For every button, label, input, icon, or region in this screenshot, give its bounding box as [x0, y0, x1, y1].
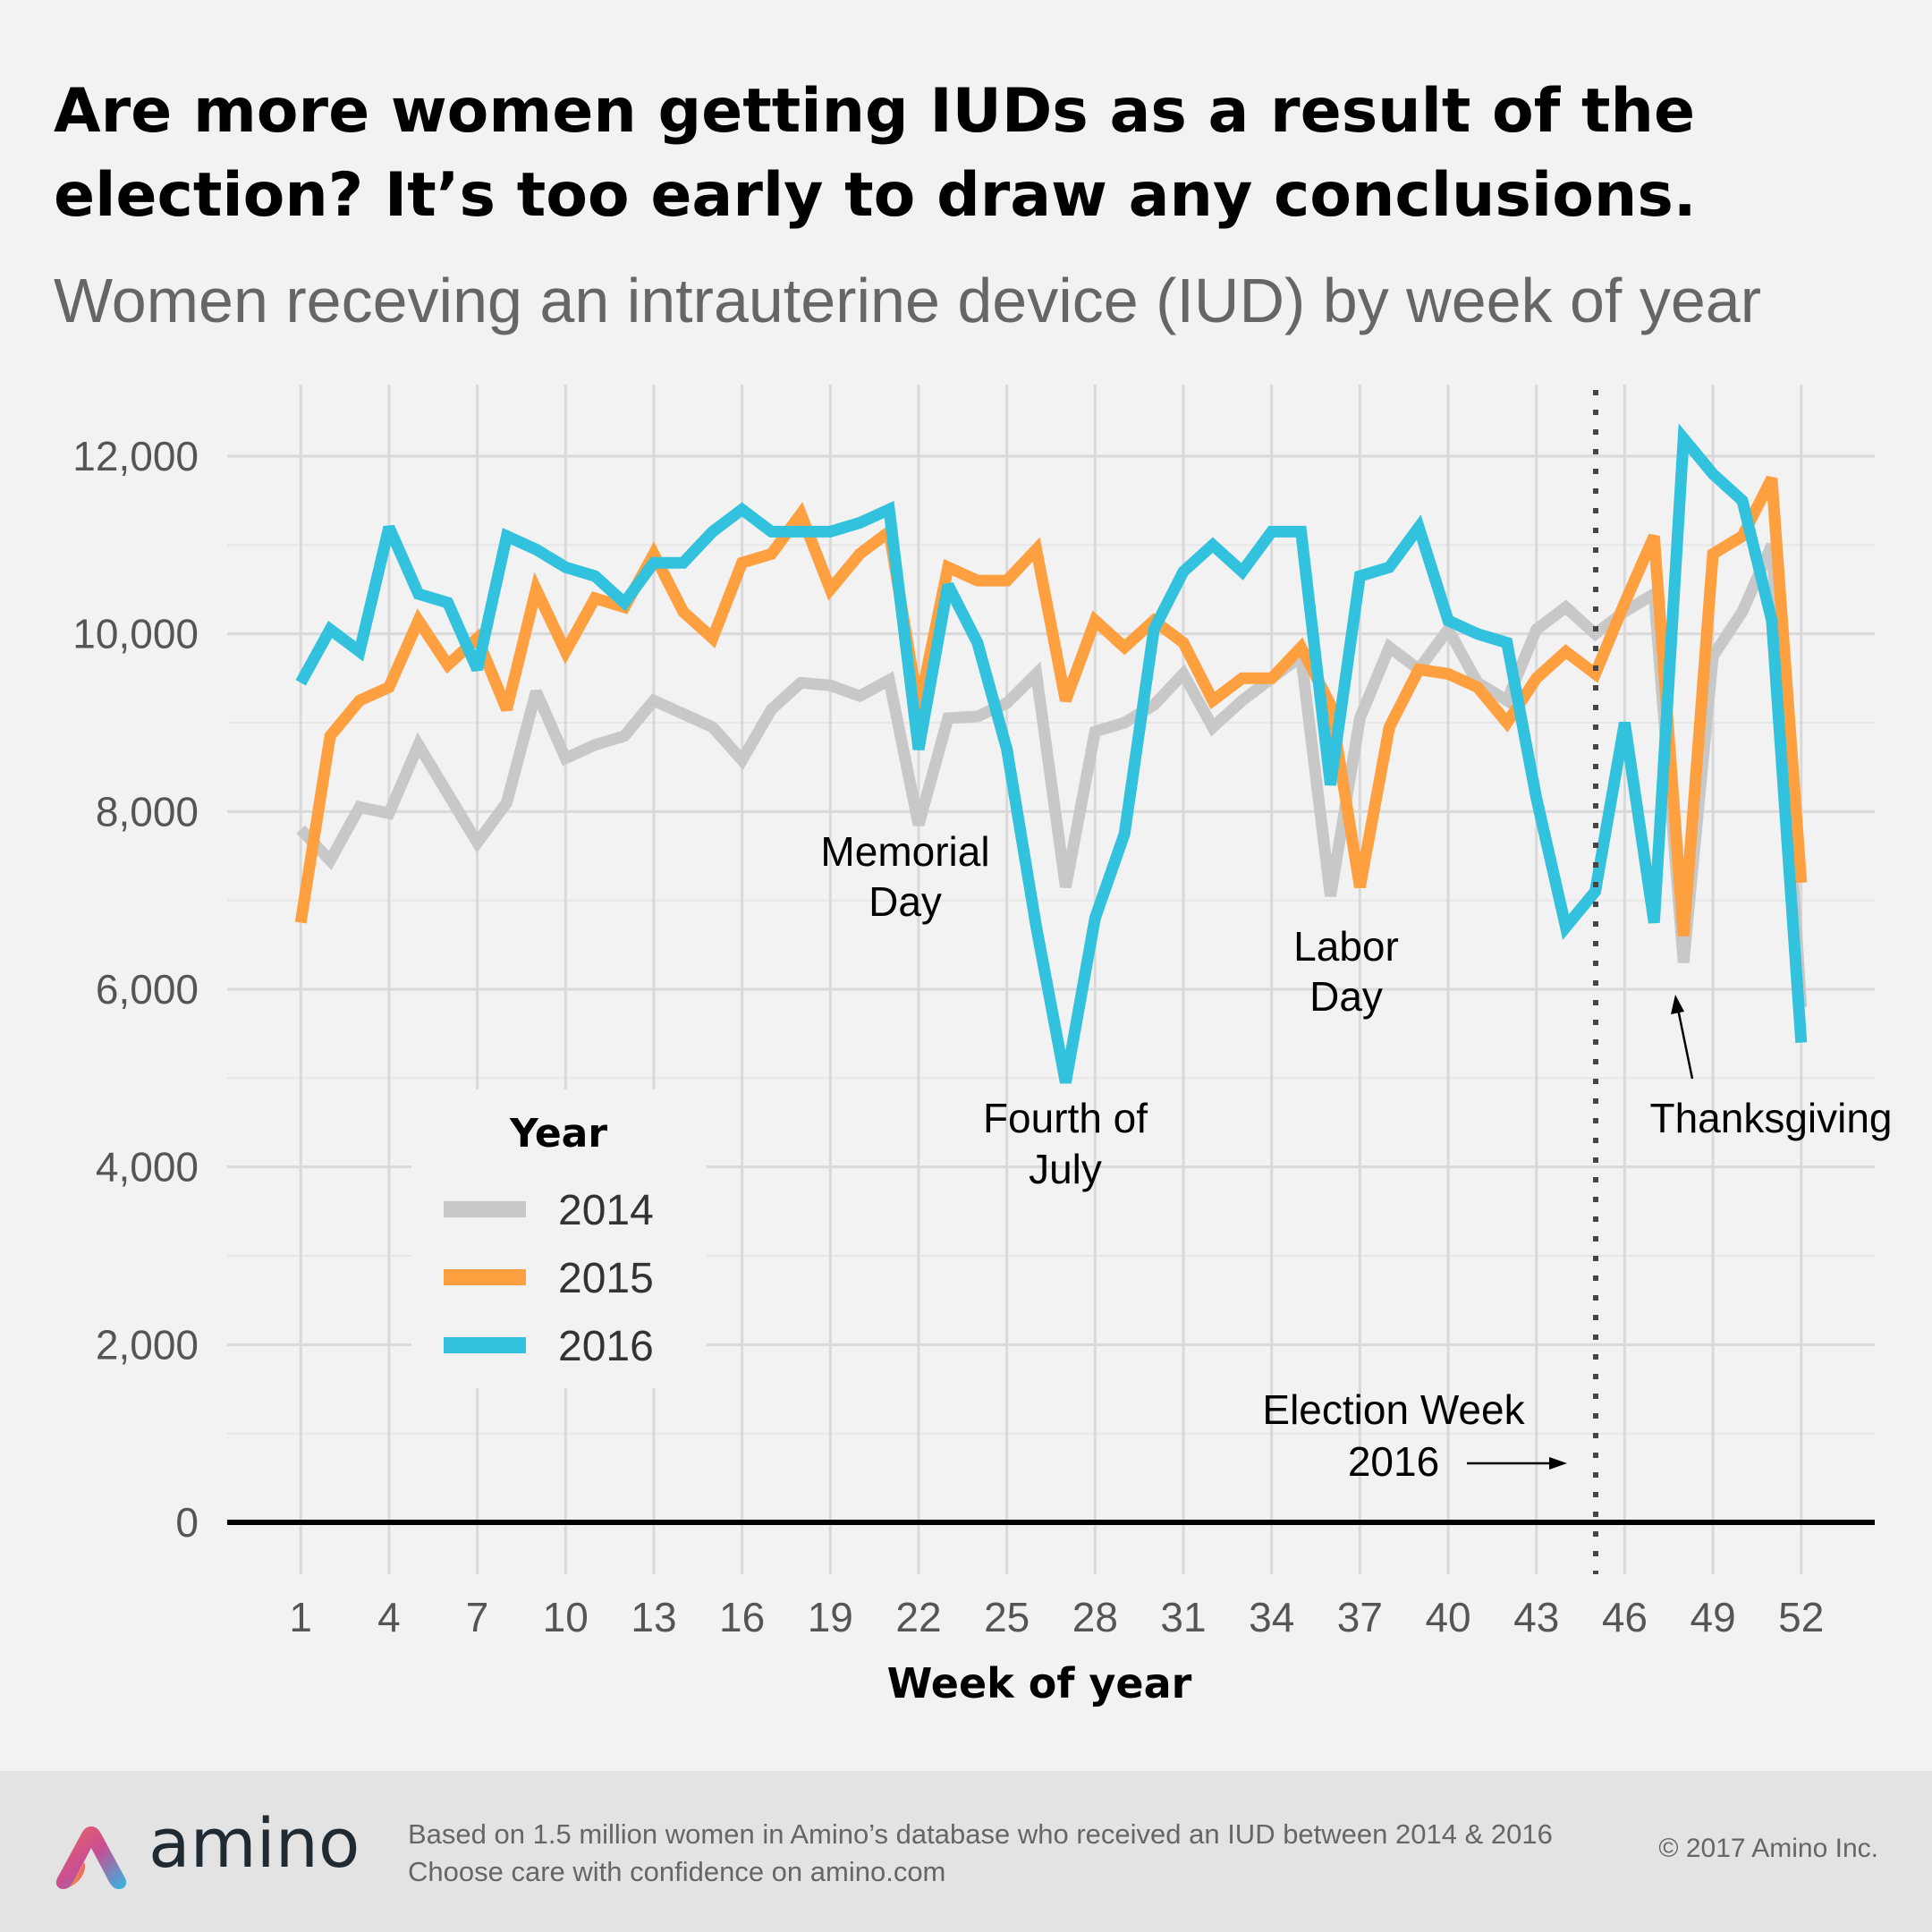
y-tick-label: 2,000 [96, 1321, 199, 1368]
x-axis-label: Week of year [887, 1659, 1192, 1707]
x-tick-label: 34 [1249, 1594, 1294, 1640]
series-lines [294, 423, 1808, 1084]
y-tick-labels: 0 2,000 4,000 6,000 8,000 10,000 12,000 [72, 433, 199, 1546]
x-tick-label: 40 [1425, 1594, 1470, 1640]
y-tick-label: 10,000 [72, 611, 199, 657]
x-tick-label: 49 [1690, 1594, 1736, 1640]
legend-label-2014: 2014 [558, 1187, 654, 1234]
thanksgiving-arrow-head [1671, 995, 1684, 1014]
svg-text:Memorial: Memorial [820, 828, 989, 875]
y-tick-label: 12,000 [72, 433, 199, 479]
svg-text:2016: 2016 [1348, 1438, 1439, 1485]
series-line-2014 [296, 542, 1808, 1008]
x-tick-label: 7 [466, 1594, 489, 1640]
x-tick-label: 1 [289, 1594, 312, 1640]
x-tick-label: 43 [1513, 1594, 1559, 1640]
x-tick-label: 52 [1778, 1594, 1824, 1640]
x-tick-label: 19 [808, 1594, 853, 1640]
x-tick-label: 46 [1602, 1594, 1648, 1640]
svg-text:Thanksgiving: Thanksgiving [1649, 1095, 1892, 1141]
footer: amino Based on 1.5 million women in Amin… [0, 1771, 1932, 1932]
annotation-memorial-day: Memorial Day [820, 828, 989, 925]
x-tick-label: 10 [543, 1594, 589, 1640]
amino-logo-icon [55, 1826, 127, 1889]
amino-wordmark: amino [148, 1803, 360, 1883]
y-tick-label: 0 [175, 1499, 199, 1546]
legend-items: 2014 2015 2016 [444, 1187, 654, 1370]
annotation-election-week: Election Week 2016 [1262, 1386, 1525, 1485]
x-tick-label: 37 [1337, 1594, 1383, 1640]
svg-text:Labor: Labor [1293, 923, 1399, 970]
y-tick-label: 4,000 [96, 1144, 199, 1191]
x-tick-label: 25 [984, 1594, 1030, 1640]
svg-text:Fourth of: Fourth of [983, 1095, 1148, 1141]
copyright: © 2017 Amino Inc. [1658, 1834, 1878, 1863]
y-tick-label: 6,000 [96, 966, 199, 1013]
x-tick-label: 28 [1072, 1594, 1118, 1640]
x-tick-label: 4 [377, 1594, 401, 1640]
x-tick-label: 22 [895, 1594, 941, 1640]
election-week-arrow-head [1549, 1457, 1567, 1470]
source-line-1: Based on 1.5 million women in Amino’s da… [408, 1818, 1553, 1850]
thanksgiving-arrow-shaft [1676, 1008, 1694, 1080]
source-line-2: Choose care with confidence on amino.com [408, 1856, 946, 1887]
svg-text:Day: Day [1309, 973, 1383, 1020]
annotation-thanksgiving: Thanksgiving [1649, 1095, 1892, 1141]
legend-label-2016: 2016 [558, 1323, 654, 1370]
annotation-fourth-of-july: Fourth of July [983, 1095, 1148, 1192]
source-note: Based on 1.5 million women in Amino’s da… [408, 1816, 1553, 1891]
annotation-labor-day: Labor Day [1293, 923, 1399, 1020]
x-tick-labels: 1 4 7 10 13 16 19 22 25 28 31 34 37 40 43 46 49 52 [289, 1594, 1824, 1640]
x-tick-label: 16 [719, 1594, 765, 1640]
legend-label-2015: 2015 [558, 1255, 654, 1302]
svg-text:Day: Day [869, 878, 942, 925]
series-line-2016 [295, 423, 1808, 1084]
x-tick-label: 13 [631, 1594, 676, 1640]
legend-title: Year [509, 1111, 607, 1157]
y-tick-label: 8,000 [96, 788, 199, 835]
svg-text:July: July [1029, 1146, 1102, 1192]
x-tick-label: 31 [1160, 1594, 1206, 1640]
series-line-2015 [294, 475, 1808, 936]
chart-title: Are more women getting IUDs as a result … [54, 76, 1697, 231]
chart-subtitle: Women receving an intrauterine device (I… [54, 266, 1762, 335]
svg-text:Election Week: Election Week [1262, 1386, 1525, 1433]
